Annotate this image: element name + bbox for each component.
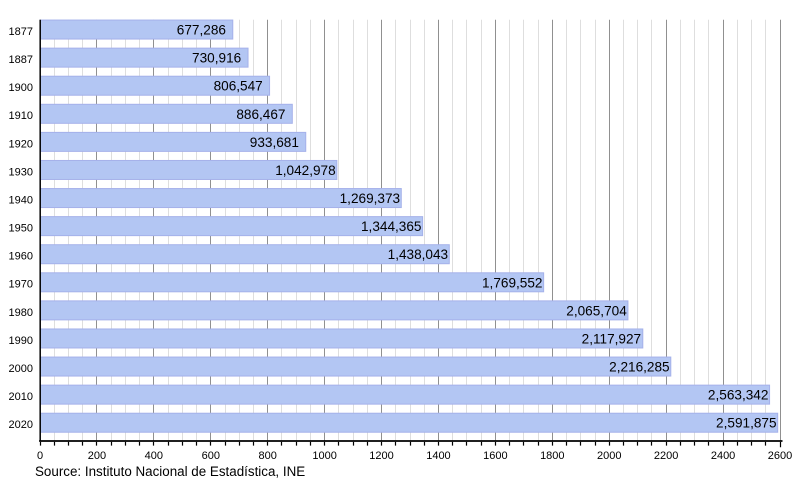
svg-text:1900: 1900	[9, 82, 33, 94]
svg-text:1400: 1400	[426, 450, 450, 462]
svg-text:1970: 1970	[9, 279, 33, 291]
svg-text:886,467: 886,467	[236, 107, 285, 122]
svg-text:1800: 1800	[540, 450, 564, 462]
svg-text:2,065,704: 2,065,704	[566, 303, 627, 318]
svg-text:2000: 2000	[9, 363, 33, 375]
svg-text:2,563,342: 2,563,342	[708, 388, 768, 403]
svg-text:Source: Instituto Nacional de: Source: Instituto Nacional de Estadístic…	[35, 464, 305, 479]
svg-text:1950: 1950	[9, 223, 33, 235]
svg-text:806,547: 806,547	[214, 79, 263, 94]
svg-text:1980: 1980	[9, 307, 33, 319]
svg-text:1000: 1000	[312, 450, 336, 462]
svg-text:1940: 1940	[9, 194, 33, 206]
svg-text:1,769,552: 1,769,552	[482, 275, 542, 290]
svg-text:1930: 1930	[9, 166, 33, 178]
svg-text:600: 600	[202, 450, 220, 462]
svg-text:1,042,978: 1,042,978	[275, 163, 335, 178]
svg-text:2000: 2000	[597, 450, 621, 462]
svg-text:2,117,927: 2,117,927	[582, 331, 641, 346]
svg-text:677,286: 677,286	[177, 23, 226, 38]
svg-text:1877: 1877	[9, 26, 33, 38]
svg-text:2600: 2600	[768, 450, 792, 462]
svg-text:1,344,365: 1,344,365	[361, 219, 421, 234]
svg-text:1887: 1887	[9, 54, 33, 66]
svg-text:1910: 1910	[9, 110, 33, 122]
svg-text:1920: 1920	[9, 138, 33, 150]
svg-text:933,681: 933,681	[250, 135, 299, 150]
svg-text:2200: 2200	[654, 450, 678, 462]
svg-text:2,591,875: 2,591,875	[716, 416, 776, 431]
svg-text:200: 200	[88, 450, 106, 462]
svg-text:2010: 2010	[9, 391, 33, 403]
svg-text:1,438,043: 1,438,043	[388, 247, 448, 262]
svg-text:730,916: 730,916	[192, 51, 241, 66]
svg-text:1990: 1990	[9, 335, 33, 347]
svg-text:2020: 2020	[9, 419, 33, 431]
svg-text:0: 0	[37, 450, 43, 462]
svg-text:1,269,373: 1,269,373	[340, 191, 400, 206]
svg-text:800: 800	[259, 450, 277, 462]
svg-text:2400: 2400	[711, 450, 735, 462]
svg-text:1600: 1600	[483, 450, 507, 462]
svg-text:400: 400	[145, 450, 163, 462]
svg-text:2,216,285: 2,216,285	[609, 360, 669, 375]
svg-text:1960: 1960	[9, 251, 33, 263]
svg-text:1200: 1200	[369, 450, 393, 462]
